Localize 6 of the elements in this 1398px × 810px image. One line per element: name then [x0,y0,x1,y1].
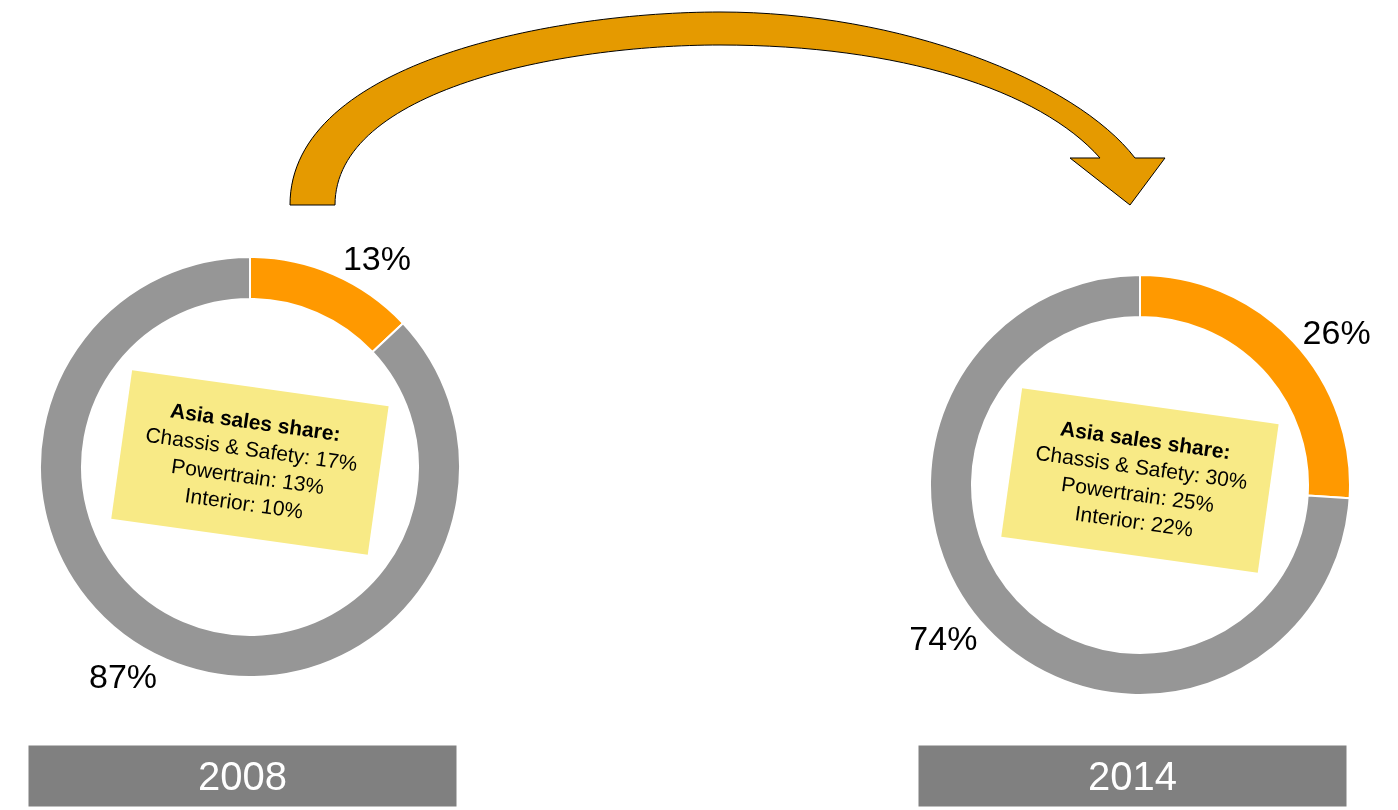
data-label: 26% [1302,313,1371,352]
data-label: 87% [89,656,158,695]
data-label: 13% [342,239,411,278]
data-label: 74% [909,618,978,657]
text: 2014 [1088,754,1177,798]
text: 2008 [198,754,287,798]
